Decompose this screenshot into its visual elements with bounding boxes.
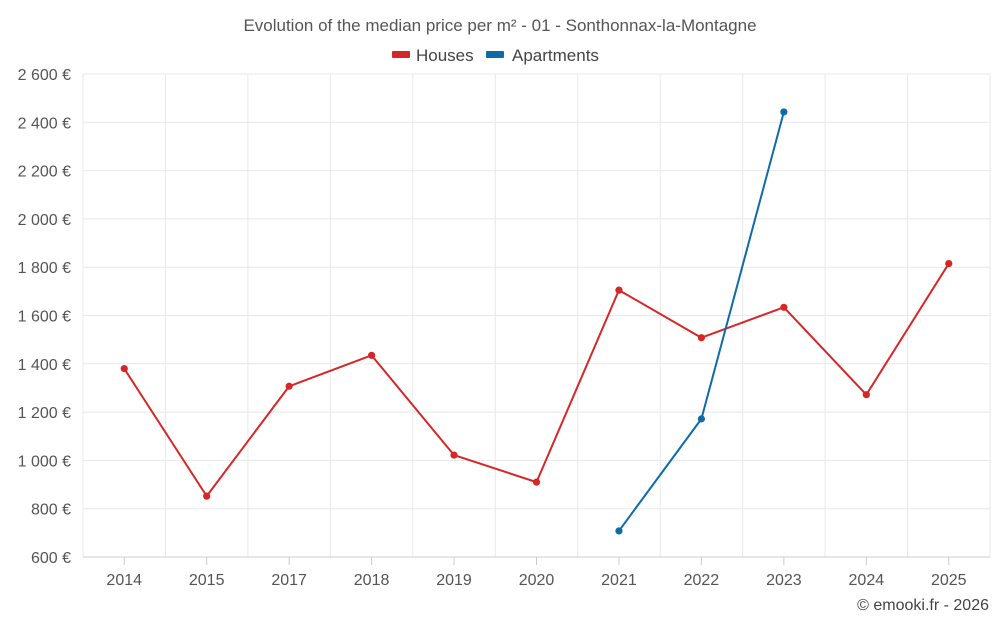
data-point-houses-2022[interactable] xyxy=(697,334,706,342)
y-tick-label: 1 200 € xyxy=(18,405,71,422)
y-tick-label: 600 € xyxy=(31,550,71,567)
legend-item-apartments[interactable]: Apartments xyxy=(486,46,599,65)
x-tick-label: 2021 xyxy=(601,572,637,589)
data-point-houses-2025[interactable] xyxy=(945,259,953,268)
data-point-houses-2023[interactable] xyxy=(780,303,788,311)
data-point-houses-2015[interactable] xyxy=(203,492,211,500)
y-axis-labels: 600 € 800 € 1 000 € 1 200 € 1 400 € 1 600 € 1 … xyxy=(18,67,71,567)
y-tick-label: 800 € xyxy=(31,502,71,519)
data-point-houses-2014[interactable] xyxy=(120,365,128,373)
data-point-apartments-2021[interactable] xyxy=(615,527,623,535)
y-tick-label: 1 600 € xyxy=(18,309,71,326)
legend-swatch-houses xyxy=(392,51,410,58)
series-layer xyxy=(120,108,953,535)
data-point-houses-2024[interactable] xyxy=(862,391,870,399)
x-axis-labels: 2014 2015 2017 2018 2019 2020 2021 2022 2023 2024… xyxy=(106,557,967,589)
legend-item-houses[interactable]: Houses xyxy=(392,46,474,65)
x-tick-label: 2025 xyxy=(931,572,967,589)
data-point-houses-2021[interactable] xyxy=(615,286,623,294)
y-tick-label: 2 000 € xyxy=(18,212,71,229)
x-tick-label: 2018 xyxy=(354,572,390,589)
x-tick-label: 2017 xyxy=(271,572,307,589)
data-point-houses-2017[interactable] xyxy=(285,382,293,390)
legend: Houses Apartments xyxy=(392,46,599,65)
series-houses xyxy=(120,259,953,500)
data-point-apartments-2023[interactable] xyxy=(780,108,788,116)
y-tick-label: 1 800 € xyxy=(18,260,71,277)
x-tick-label: 2023 xyxy=(766,572,802,589)
y-tick-label: 1 400 € xyxy=(18,357,71,374)
x-tick-label: 2022 xyxy=(684,572,720,589)
x-tick-label: 2024 xyxy=(849,572,885,589)
series-apartments xyxy=(615,108,788,535)
chart-title: Evolution of the median price per m² - 0… xyxy=(243,16,756,35)
x-tick-label: 2015 xyxy=(189,572,225,589)
data-point-houses-2020[interactable] xyxy=(532,478,541,486)
legend-label-apartments: Apartments xyxy=(512,46,599,65)
grid-layer xyxy=(82,73,991,557)
y-tick-label: 2 400 € xyxy=(18,115,71,132)
y-tick-label: 2 600 € xyxy=(18,67,71,84)
data-point-houses-2019[interactable] xyxy=(450,451,458,459)
x-tick-label: 2014 xyxy=(106,572,142,589)
legend-swatch-apartments xyxy=(486,51,504,58)
y-tick-label: 1 000 € xyxy=(18,453,71,470)
data-point-apartments-2022[interactable] xyxy=(697,415,706,423)
x-tick-label: 2020 xyxy=(519,572,555,589)
data-point-houses-2018[interactable] xyxy=(367,351,376,359)
series-line-apartments xyxy=(617,110,785,532)
y-tick-label: 2 200 € xyxy=(18,164,71,181)
legend-label-houses: Houses xyxy=(416,46,474,65)
x-tick-label: 2019 xyxy=(436,572,472,589)
credit-text: © emooki.fr - 2026 xyxy=(857,597,989,614)
